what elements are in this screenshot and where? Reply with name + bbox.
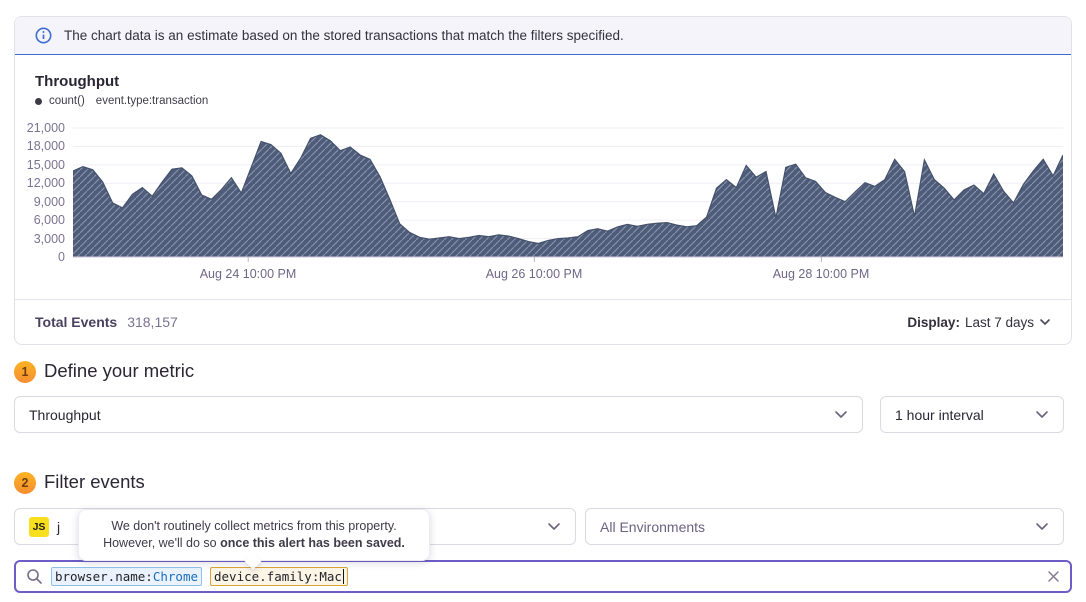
step-1-badge: 1 — [14, 361, 36, 383]
x-tick-label: Aug 26 10:00 PM — [485, 267, 583, 281]
chevron-down-icon — [1040, 319, 1050, 325]
close-icon — [1048, 571, 1059, 582]
y-axis-labels: 21,000 18,000 15,000 12,000 9,000 6,000 … — [17, 120, 65, 265]
legend-series-dot — [35, 97, 42, 105]
chart-title: Throughput — [35, 73, 120, 90]
chart-legend: count() event.type:transaction — [35, 95, 208, 107]
metrics-collection-tooltip: We don't routinely collect metrics from … — [78, 509, 430, 561]
y-tick-label: 6,000 — [33, 213, 65, 228]
y-tick-label: 18,000 — [26, 139, 65, 154]
metric-select[interactable]: Throughput — [14, 396, 863, 433]
banner-message: The chart data is an estimate based on t… — [64, 28, 624, 43]
filter-search-input[interactable]: browser.name: Chrome device.family: Mac — [14, 560, 1072, 593]
interval-select[interactable]: 1 hour interval — [880, 396, 1064, 433]
info-icon — [35, 27, 52, 44]
metric-select-value: Throughput — [29, 406, 101, 423]
x-tick-label: Aug 24 10:00 PM — [199, 267, 297, 281]
y-tick-label: 21,000 — [26, 121, 65, 135]
filter-token-device-family[interactable]: device.family: Mac — [210, 567, 348, 586]
total-events: Total Events 318,157 — [35, 314, 178, 330]
throughput-area-chart — [73, 127, 1063, 262]
y-tick-label: 9,000 — [33, 194, 65, 209]
legend-query-label: event.type:transaction — [95, 95, 209, 107]
filter-token-browser-name[interactable]: browser.name: Chrome — [51, 567, 202, 586]
clear-search-button[interactable] — [1047, 570, 1060, 583]
y-tick-label: 15,000 — [26, 157, 65, 172]
y-tick-label: 12,000 — [26, 176, 65, 191]
y-tick-label: 3,000 — [33, 231, 65, 246]
step-2-badge: 2 — [14, 472, 36, 494]
legend-series-label: count() — [49, 95, 85, 107]
define-metric-heading: Define your metric — [44, 360, 195, 381]
chevron-down-icon — [1036, 523, 1048, 530]
filter-events-heading: Filter events — [44, 471, 145, 492]
tooltip-line-2: However, we'll do so once this alert has… — [103, 535, 405, 550]
interval-select-value: 1 hour interval — [895, 406, 984, 423]
tooltip-line-1: We don't routinely collect metrics from … — [111, 519, 397, 533]
display-label: Display: — [907, 314, 960, 330]
chevron-down-icon — [1036, 411, 1048, 418]
display-value: Last 7 days — [964, 314, 1034, 330]
chart-card: The chart data is an estimate based on t… — [14, 16, 1072, 345]
environment-select-value: All Environments — [600, 518, 706, 535]
search-icon — [27, 569, 42, 584]
total-events-value: 318,157 — [127, 314, 178, 330]
display-period-dropdown[interactable]: Display: Last 7 days — [907, 315, 1051, 330]
text-cursor — [342, 569, 344, 584]
chevron-down-icon — [835, 411, 847, 418]
estimate-info-banner: The chart data is an estimate based on t… — [15, 17, 1071, 55]
chevron-down-icon — [548, 523, 560, 530]
total-events-label: Total Events — [35, 314, 118, 330]
environment-select[interactable]: All Environments — [585, 508, 1064, 545]
x-tick-label: Aug 28 10:00 PM — [772, 267, 870, 281]
project-select-value: j — [57, 518, 61, 535]
chart-footer: Total Events 318,157 Display: Last 7 day… — [15, 299, 1071, 344]
javascript-platform-icon: JS — [29, 516, 49, 537]
y-tick-label: 0 — [58, 249, 65, 264]
